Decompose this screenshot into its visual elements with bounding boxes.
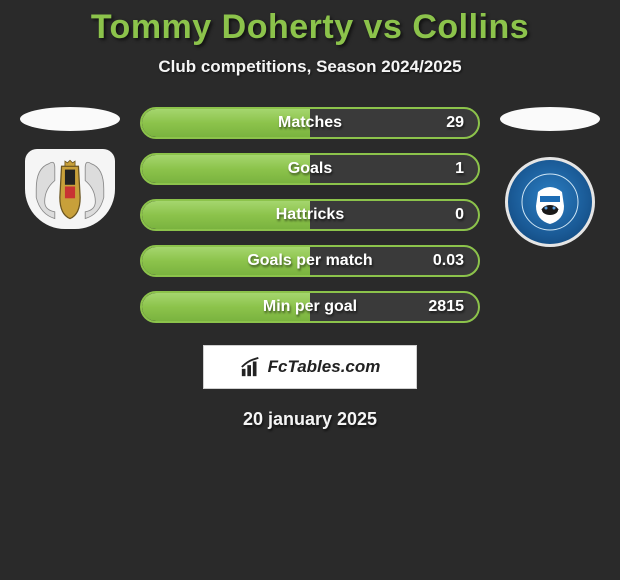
stat-value: 29 [446, 109, 464, 137]
stat-label: Matches [142, 109, 478, 137]
stat-label: Goals [142, 155, 478, 183]
crest-right-icon [520, 172, 580, 232]
subtitle: Club competitions, Season 2024/2025 [0, 57, 620, 77]
stat-row-min-per-goal: Min per goal 2815 [140, 291, 480, 323]
page-title: Tommy Doherty vs Collins [0, 8, 620, 47]
stat-value: 0 [455, 201, 464, 229]
stat-row-goals-per-match: Goals per match 0.03 [140, 245, 480, 277]
player-right-side [500, 107, 600, 247]
comparison-main: Matches 29 Goals 1 Hattricks 0 Goals per… [0, 107, 620, 323]
stat-label: Goals per match [142, 247, 478, 275]
stat-row-hattricks: Hattricks 0 [140, 199, 480, 231]
stat-value: 0.03 [433, 247, 464, 275]
stats-column: Matches 29 Goals 1 Hattricks 0 Goals per… [140, 107, 480, 323]
player-left-ellipse [20, 107, 120, 131]
stat-value: 2815 [428, 293, 464, 321]
club-crest-left [25, 149, 115, 229]
brand-box[interactable]: FcTables.com [203, 345, 417, 389]
bar-chart-icon [240, 356, 262, 378]
stat-label: Hattricks [142, 201, 478, 229]
stat-row-matches: Matches 29 [140, 107, 480, 139]
crest-left-icon [27, 151, 113, 227]
stat-row-goals: Goals 1 [140, 153, 480, 185]
brand-label: FcTables.com [268, 357, 381, 377]
date-label: 20 january 2025 [0, 409, 620, 430]
player-left-side [20, 107, 120, 229]
club-crest-right [505, 157, 595, 247]
player-right-ellipse [500, 107, 600, 131]
stat-value: 1 [455, 155, 464, 183]
